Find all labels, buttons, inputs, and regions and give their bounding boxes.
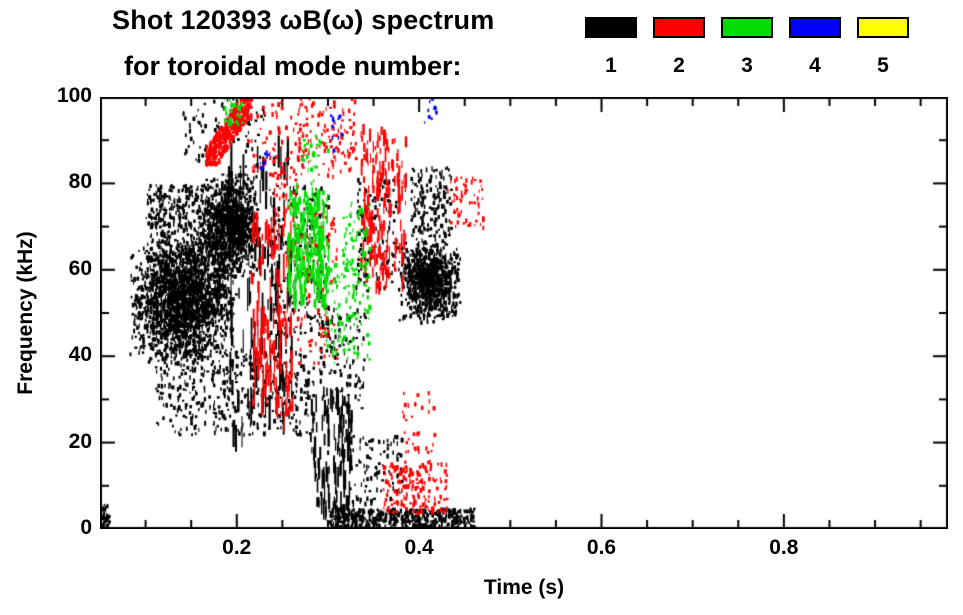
y-tick-label: 20	[68, 429, 92, 453]
x-axis-label: Time (s)	[483, 576, 565, 599]
legend-swatch-3	[721, 17, 773, 38]
y-tick-label: 0	[80, 516, 92, 539]
chart-title: Shot 120393 ωB(ω) spectrum	[112, 5, 495, 35]
x-tick-label: 0.2	[222, 536, 252, 559]
y-tick-label: 60	[68, 256, 92, 280]
x-tick-label: 0.6	[586, 536, 617, 559]
legend-label-3: 3	[741, 54, 753, 77]
legend-label-4: 4	[809, 54, 821, 77]
legend-label-2: 2	[673, 54, 685, 77]
x-tick-label: 0.8	[769, 536, 799, 559]
legend-swatch-1	[585, 17, 637, 38]
y-tick-label: 100	[56, 84, 92, 107]
legend-swatch-4	[789, 17, 841, 38]
legend-label-1: 1	[605, 54, 617, 77]
plot-area	[100, 97, 948, 529]
chart-subtitle: for toroidal mode number:	[124, 51, 462, 81]
legend-label-5: 5	[877, 54, 889, 77]
plot-canvas	[100, 97, 948, 529]
y-tick-label: 80	[68, 170, 92, 194]
y-tick-label: 40	[68, 343, 92, 367]
legend-swatch-5	[857, 17, 909, 38]
legend-swatch-2	[653, 17, 705, 38]
x-tick-label: 0.4	[404, 536, 434, 559]
